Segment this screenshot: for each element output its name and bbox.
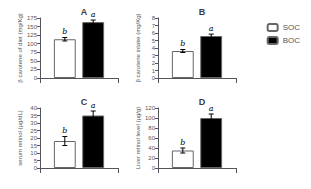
svg-text:0: 0 [34, 165, 38, 171]
svg-text:150: 150 [27, 24, 38, 30]
svg-text:B: B [199, 7, 206, 17]
svg-text:5: 5 [34, 158, 38, 164]
svg-text:β carotene intake (mg/Kg): β carotene intake (mg/Kg) [135, 13, 141, 82]
svg-text:6: 6 [152, 30, 156, 36]
svg-text:100: 100 [145, 115, 156, 121]
svg-text:8: 8 [152, 15, 156, 21]
svg-text:a: a [209, 24, 214, 33]
svg-text:b: b [180, 138, 185, 147]
svg-text:20: 20 [148, 155, 155, 161]
svg-text:100: 100 [27, 41, 38, 47]
svg-text:35: 35 [30, 113, 37, 119]
svg-text:2: 2 [152, 60, 156, 66]
svg-text:A: A [81, 7, 88, 17]
svg-text:10: 10 [30, 150, 37, 156]
svg-text:80: 80 [148, 125, 155, 131]
svg-text:C: C [81, 97, 88, 107]
svg-text:D: D [199, 97, 206, 107]
svg-text:Liver retinol level (µg/g): Liver retinol level (µg/g) [135, 107, 141, 169]
svg-text:serum retinol (µg/dL): serum retinol (µg/dL) [17, 110, 23, 165]
svg-text:120: 120 [145, 105, 156, 111]
svg-text:4: 4 [152, 45, 156, 51]
svg-text:0: 0 [152, 75, 156, 81]
svg-text:7: 7 [152, 23, 156, 29]
svg-text:a: a [209, 104, 214, 113]
svg-text:20: 20 [30, 135, 37, 141]
svg-text:0: 0 [34, 75, 38, 81]
svg-text:b: b [62, 126, 67, 135]
svg-text:40: 40 [30, 105, 37, 111]
svg-text:b: b [62, 27, 67, 36]
svg-text:β carotene of diet (mg/Kg): β carotene of diet (mg/Kg) [17, 13, 23, 82]
svg-text:15: 15 [30, 143, 37, 149]
svg-text:40: 40 [148, 145, 155, 151]
svg-text:25: 25 [30, 128, 37, 134]
svg-text:125: 125 [27, 32, 38, 38]
svg-text:50: 50 [30, 58, 37, 64]
svg-text:b: b [180, 39, 185, 48]
svg-text:175: 175 [27, 15, 38, 21]
svg-text:5: 5 [152, 38, 156, 44]
svg-text:60: 60 [148, 135, 155, 141]
svg-text:a: a [91, 10, 96, 19]
svg-text:0: 0 [152, 165, 156, 171]
svg-text:3: 3 [152, 53, 156, 59]
svg-text:75: 75 [30, 49, 37, 55]
svg-text:BOC: BOC [283, 36, 301, 45]
svg-text:1: 1 [152, 68, 156, 74]
svg-text:30: 30 [30, 120, 37, 126]
svg-text:SOC: SOC [283, 23, 301, 32]
svg-text:25: 25 [30, 66, 37, 72]
svg-text:a: a [91, 101, 96, 110]
